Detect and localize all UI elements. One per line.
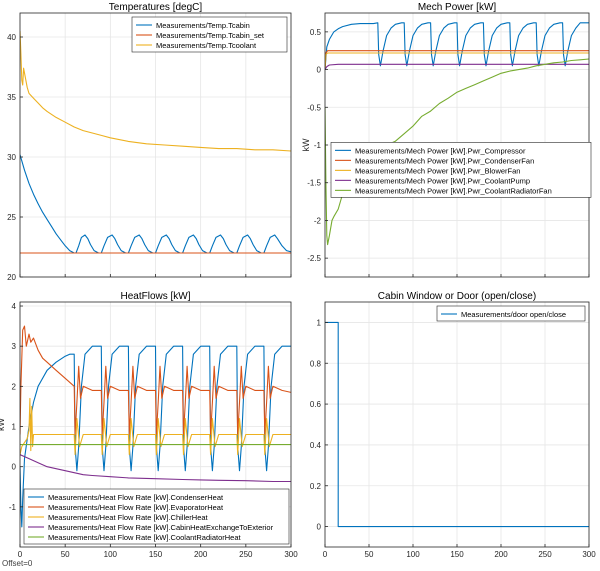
series-line-2 bbox=[20, 325, 291, 436]
legend-entry: Measurements/door open/close bbox=[461, 310, 566, 319]
series-line-3 bbox=[325, 52, 589, 70]
series-line-4 bbox=[20, 454, 291, 483]
chart-4: 0 50 100 150 200 250 300 0 0.2 0.4 0.6 0.8 1 Cabin Wi… bbox=[310, 291, 596, 559]
legend-entry: Measurements/Heat Flow Rate [kW].Coolant… bbox=[48, 533, 241, 542]
offset-label: Offset=0 bbox=[2, 559, 33, 568]
series-line-3 bbox=[20, 397, 291, 456]
series-line-4 bbox=[325, 63, 589, 70]
legend: Measurements/Heat Flow Rate [kW].Condens… bbox=[23, 488, 290, 545]
legend-entry: Measurements/Heat Flow Rate [kW].Evapora… bbox=[48, 503, 224, 512]
x-tick-label: 250 bbox=[239, 550, 253, 559]
legend: Measurements/Temp.TcabinMeasurements/Tem… bbox=[131, 16, 288, 53]
x-tick-label: 0 bbox=[18, 550, 23, 559]
legend-entry: Measurements/Mech Power [kW].Pwr_Coolant… bbox=[355, 186, 552, 195]
y-tick-label: 25 bbox=[7, 213, 16, 222]
x-tick-label: 200 bbox=[494, 550, 508, 559]
y-tick-label: -0.5 bbox=[307, 103, 321, 112]
legend-entry: Measurements/Heat Flow Rate [kW].CabinHe… bbox=[48, 523, 274, 532]
series-line-1 bbox=[325, 321, 589, 528]
y-tick-label: 1 bbox=[317, 318, 322, 327]
y-tick-label: 30 bbox=[7, 153, 16, 162]
y-tick-label: 0.2 bbox=[310, 482, 322, 491]
y-tick-label: 2 bbox=[12, 382, 17, 391]
y-tick-label: 3 bbox=[12, 342, 17, 351]
legend-box bbox=[23, 488, 290, 545]
legend-entry: Measurements/Mech Power [kW].Pwr_BlowerF… bbox=[355, 166, 520, 175]
y-tick-label: 0.8 bbox=[310, 359, 322, 368]
y-tick-label: 4 bbox=[12, 302, 17, 311]
y-tick-label: 0.5 bbox=[310, 28, 322, 37]
legend-entry: Measurements/Mech Power [kW].Pwr_Coolant… bbox=[355, 176, 530, 185]
chart-1: 20 25 30 35 40 Temperatures [degC] Measurement… bbox=[7, 2, 292, 282]
legend-entry: Measurements/Mech Power [kW].Pwr_Compres… bbox=[355, 146, 526, 155]
x-tick-label: 0 bbox=[323, 550, 328, 559]
y-axis-label: kW bbox=[0, 418, 6, 432]
chart-title: Temperatures [degC] bbox=[109, 2, 203, 13]
legend-entry: Measurements/Mech Power [kW].Pwr_Condens… bbox=[355, 156, 534, 165]
legend-entry: Measurements/Temp.Tcabin bbox=[156, 21, 250, 30]
x-tick-label: 300 bbox=[582, 550, 596, 559]
x-tick-label: 100 bbox=[104, 550, 118, 559]
legend-entry: Measurements/Temp.Tcoolant bbox=[156, 41, 257, 50]
x-tick-label: 50 bbox=[365, 550, 374, 559]
y-tick-label: 0 bbox=[317, 523, 322, 532]
legend-entry: Measurements/Heat Flow Rate [kW].Chiller… bbox=[48, 513, 209, 522]
legend: Measurements/door open/close bbox=[436, 305, 586, 322]
chart-title: Cabin Window or Door (open/close) bbox=[378, 291, 536, 302]
legend-entry: Measurements/Heat Flow Rate [kW].Condens… bbox=[48, 493, 224, 502]
y-tick-label: 20 bbox=[7, 273, 16, 282]
legend: Measurements/Mech Power [kW].Pwr_Compres… bbox=[330, 142, 592, 198]
x-tick-label: 100 bbox=[406, 550, 420, 559]
y-tick-label: 35 bbox=[7, 93, 16, 102]
y-tick-label: -1 bbox=[9, 503, 17, 512]
legend-entry: Measurements/Temp.Tcabin_set bbox=[156, 31, 265, 40]
legend-box bbox=[330, 142, 592, 198]
y-axis-label: kW bbox=[301, 138, 311, 152]
y-tick-label: -1.5 bbox=[307, 179, 321, 188]
chart-3: 0 50 100 150 200 250 300 -1 0 1 2 3 4 HeatFlows [kW] k… bbox=[0, 291, 298, 559]
x-tick-label: 150 bbox=[149, 550, 163, 559]
y-tick-label: -1 bbox=[314, 141, 322, 150]
x-tick-label: 250 bbox=[538, 550, 552, 559]
chart-title: HeatFlows [kW] bbox=[120, 291, 190, 302]
x-tick-label: 150 bbox=[450, 550, 464, 559]
chart-title: Mech Power [kW] bbox=[418, 2, 497, 13]
y-tick-label: 0.6 bbox=[310, 400, 322, 409]
y-tick-label: 1 bbox=[12, 423, 17, 432]
y-tick-label: -2 bbox=[314, 216, 322, 225]
legend-box bbox=[131, 16, 288, 53]
x-tick-label: 50 bbox=[61, 550, 70, 559]
y-tick-label: 0 bbox=[12, 463, 17, 472]
series-line-5 bbox=[325, 58, 589, 246]
series-line-3 bbox=[20, 30, 291, 152]
x-tick-label: 200 bbox=[194, 550, 208, 559]
y-tick-label: -2.5 bbox=[307, 254, 321, 263]
y-tick-label: 0.4 bbox=[310, 441, 322, 450]
chart-2: -2.5 -2 -1.5 -1 -0.5 0 0.5 Mech Power [kW] kW Mea… bbox=[301, 2, 592, 278]
legend-box bbox=[436, 305, 586, 322]
x-tick-label: 300 bbox=[284, 550, 298, 559]
y-tick-label: 40 bbox=[7, 33, 16, 42]
y-tick-label: 0 bbox=[317, 66, 322, 75]
